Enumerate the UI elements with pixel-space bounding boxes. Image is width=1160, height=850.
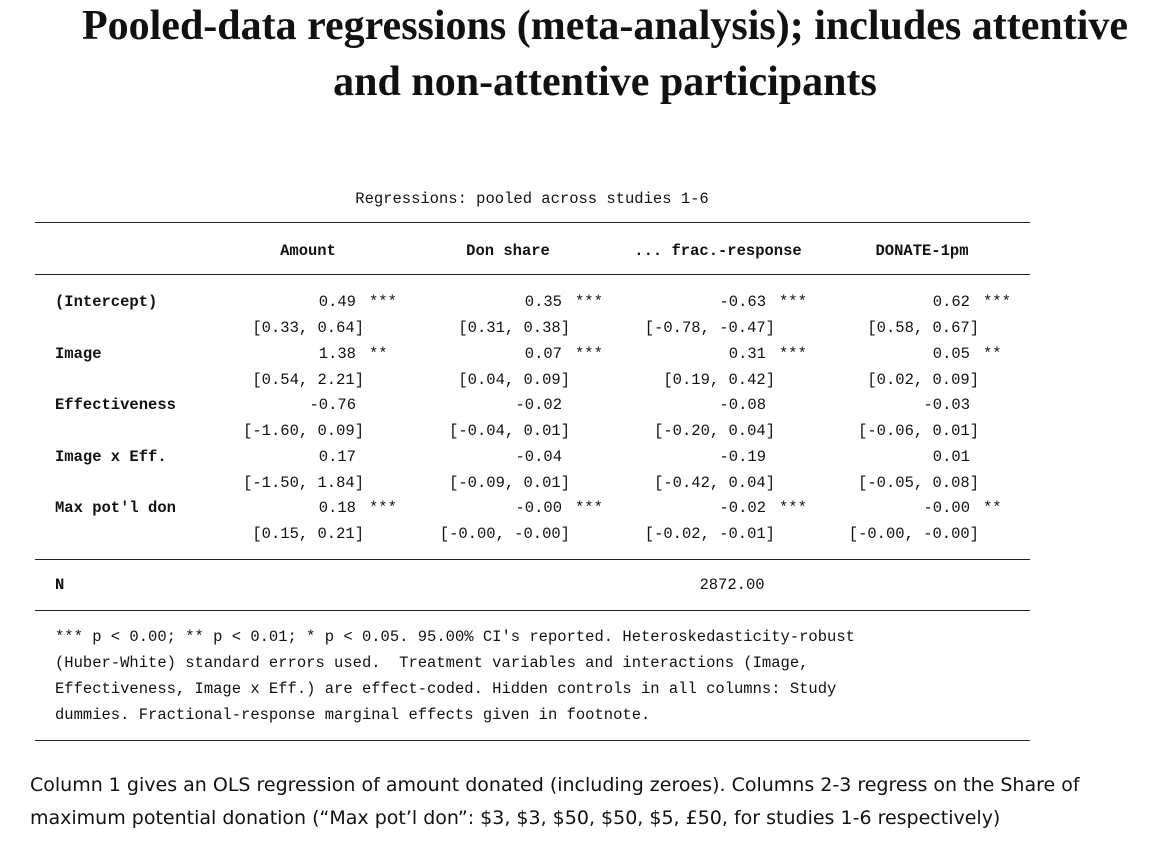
- confidence-interval: [0.33, 0.64]: [252, 319, 364, 337]
- confidence-interval: [0.02, 0.09]: [867, 370, 979, 389]
- title-line: and non-attentive participants: [333, 59, 877, 105]
- estimate: -0.02: [515, 396, 562, 414]
- note-line: dummies. Fractional-response marginal ef…: [55, 706, 651, 724]
- table-rule: [35, 610, 1030, 611]
- significance-stars: ***: [983, 293, 1011, 311]
- estimate: -0.00: [923, 499, 970, 517]
- table-rule: [35, 274, 1030, 275]
- title-line: Pooled-data regressions (meta-analysis);…: [81, 3, 1129, 49]
- confidence-interval: [-1.60, 0.09]: [243, 422, 364, 440]
- column-header: ... frac.-response: [634, 242, 802, 260]
- significance-stars: **: [369, 344, 388, 363]
- row-label: N: [55, 576, 65, 594]
- estimate: 0.62: [932, 293, 970, 311]
- confidence-interval: [0.58, 0.67]: [867, 319, 979, 337]
- significance-stars: ***: [369, 499, 397, 517]
- significance-stars: ***: [575, 499, 603, 517]
- confidence-interval: [-0.09, 0.01]: [449, 473, 570, 492]
- significance-stars: ***: [779, 293, 807, 311]
- row-label: Max pot'l don: [55, 499, 176, 517]
- estimate: -0.19: [719, 447, 766, 466]
- confidence-interval: [-0.05, 0.08]: [858, 473, 979, 492]
- significance-stars: ***: [779, 344, 807, 363]
- confidence-interval: [0.04, 0.09]: [458, 370, 570, 389]
- estimate: 0.31: [728, 344, 766, 363]
- estimate: 1.38: [318, 344, 356, 363]
- estimate: -0.08: [719, 396, 766, 414]
- estimate: 0.05: [932, 344, 970, 363]
- confidence-interval: [0.15, 0.21]: [252, 525, 364, 543]
- confidence-interval: [-0.00, -0.00]: [848, 525, 979, 543]
- estimate: 0.07: [524, 344, 562, 363]
- significance-stars: ***: [369, 293, 397, 311]
- column-header: DONATE-1pm: [875, 242, 969, 260]
- estimate: 0.01: [932, 447, 970, 466]
- confidence-interval: [0.31, 0.38]: [458, 319, 570, 337]
- significance-stars: **: [983, 344, 1002, 363]
- confidence-interval: [-0.06, 0.01]: [858, 422, 979, 440]
- row-label: Image: [55, 344, 102, 363]
- n-value: 2872.00: [699, 576, 765, 594]
- confidence-interval: [-0.02, -0.01]: [644, 525, 775, 543]
- table-rule: [35, 559, 1030, 560]
- column-header: Amount: [280, 242, 336, 260]
- confidence-interval: [-0.42, 0.04]: [654, 473, 775, 492]
- estimate: 0.35: [524, 293, 562, 311]
- footer-line: maximum potential donation (“Max pot’l d…: [30, 807, 1001, 829]
- confidence-interval: [-0.20, 0.04]: [654, 422, 775, 440]
- estimate: -0.63: [719, 293, 766, 311]
- estimate: 0.49: [318, 293, 356, 311]
- estimate: -0.03: [923, 396, 970, 414]
- significance-stars: ***: [779, 499, 807, 517]
- estimate: 0.18: [318, 499, 356, 517]
- confidence-interval: [-0.00, -0.00]: [439, 525, 570, 543]
- significance-stars: ***: [575, 344, 603, 363]
- note-line: *** p < 0.00; ** p < 0.01; * p < 0.05. 9…: [55, 628, 855, 646]
- significance-stars: ***: [575, 293, 603, 311]
- column-header: Don share: [466, 242, 550, 260]
- estimate: -0.00: [515, 499, 562, 517]
- note-line: Effectiveness, Image x Eff.) are effect-…: [55, 680, 837, 698]
- note-line: (Huber-White) standard errors used. Trea…: [55, 654, 809, 672]
- estimate: -0.76: [309, 396, 356, 414]
- significance-stars: **: [983, 499, 1002, 517]
- confidence-interval: [-1.50, 1.84]: [243, 473, 364, 492]
- estimate: 0.17: [318, 447, 356, 466]
- table-rule: [35, 740, 1030, 741]
- row-label: Effectiveness: [55, 396, 176, 414]
- confidence-interval: [0.54, 2.21]: [252, 370, 364, 389]
- confidence-interval: [-0.78, -0.47]: [644, 319, 775, 337]
- confidence-interval: [-0.04, 0.01]: [449, 422, 570, 440]
- table-rule: [35, 222, 1030, 223]
- footer-line: Column 1 gives an OLS regression of amou…: [30, 774, 1080, 796]
- confidence-interval: [0.19, 0.42]: [663, 370, 775, 389]
- row-label: Image x Eff.: [55, 447, 167, 466]
- estimate: -0.02: [719, 499, 766, 517]
- row-label: (Intercept): [55, 293, 158, 311]
- estimate: -0.04: [515, 447, 562, 466]
- table-caption: Regressions: pooled across studies 1-6: [355, 190, 709, 208]
